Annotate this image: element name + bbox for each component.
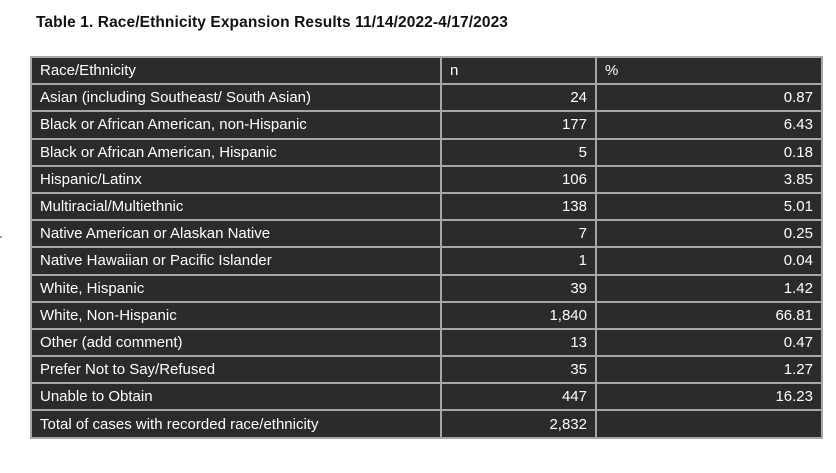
cell-race-ethnicity: Black or African American, Hispanic (30, 137, 442, 167)
cell-percent: 6.43 (595, 110, 823, 140)
cell-n: 2,832 (440, 409, 597, 439)
cell-race-ethnicity: Black or African American, non-Hispanic (30, 110, 442, 140)
cell-race-ethnicity: Total of cases with recorded race/ethnic… (30, 409, 442, 439)
cell-percent: 0.87 (595, 83, 823, 113)
cell-race-ethnicity: Multiracial/Multiethnic (30, 191, 442, 222)
table-row: White, Non-Hispanic 1,840 66.81 (30, 300, 823, 330)
table-row: Multiracial/Multiethnic 138 5.01 (30, 191, 823, 222)
cell-percent: 0.47 (595, 327, 823, 358)
cell-n: 106 (440, 164, 597, 194)
cell-percent: 0.18 (595, 137, 823, 167)
cell-race-ethnicity: Unable to Obtain (30, 382, 442, 412)
cell-n: 13 (440, 327, 597, 358)
race-ethnicity-table: Race/Ethnicity n % Asian (including Sout… (30, 55, 823, 439)
table-row: Asian (including Southeast/ South Asian)… (30, 83, 823, 113)
table-row: Black or African American, Hispanic 5 0.18 (30, 137, 823, 167)
cell-n: 5 (440, 137, 597, 167)
cell-race-ethnicity: Prefer Not to Say/Refused (30, 355, 442, 385)
cell-n: 447 (440, 382, 597, 412)
cell-percent: 3.85 (595, 164, 823, 194)
cell-percent: 1.42 (595, 273, 823, 303)
cell-n: 7 (440, 219, 597, 249)
table-row: Other (add comment) 13 0.47 (30, 327, 823, 358)
cell-n: 35 (440, 355, 597, 385)
cell-n: 177 (440, 110, 597, 140)
cell-race-ethnicity: White, Hispanic (30, 273, 442, 303)
cell-n: 24 (440, 83, 597, 113)
margin-mark (0, 236, 2, 238)
cell-n: 1 (440, 246, 597, 276)
table-row: Black or African American, non-Hispanic 1… (30, 110, 823, 140)
cell-percent: 5.01 (595, 191, 823, 222)
header-race-ethnicity: Race/Ethnicity (30, 55, 442, 86)
table-caption: Table 1. Race/Ethnicity Expansion Result… (36, 14, 509, 31)
cell-n: 39 (440, 273, 597, 303)
cell-percent: 66.81 (595, 300, 823, 330)
table-header-row: Race/Ethnicity n % (30, 55, 823, 86)
cell-race-ethnicity: Native Hawaiian or Pacific Islander (30, 246, 442, 276)
cell-race-ethnicity: White, Non-Hispanic (30, 300, 442, 330)
cell-percent: 16.23 (595, 382, 823, 412)
cell-race-ethnicity: Hispanic/Latinx (30, 164, 442, 194)
table-row: Unable to Obtain 447 16.23 (30, 382, 823, 412)
table-row: Hispanic/Latinx 106 3.85 (30, 164, 823, 194)
header-n: n (440, 55, 597, 86)
cell-race-ethnicity: Asian (including Southeast/ South Asian) (30, 83, 442, 113)
header-percent: % (595, 55, 823, 86)
table-row: Native Hawaiian or Pacific Islander 1 0.04 (30, 246, 823, 276)
cell-n: 1,840 (440, 300, 597, 330)
table-row: Native American or Alaskan Native 7 0.25 (30, 219, 823, 249)
cell-percent: 0.25 (595, 219, 823, 249)
table-row: White, Hispanic 39 1.42 (30, 273, 823, 303)
cell-race-ethnicity: Other (add comment) (30, 327, 442, 358)
cell-n: 138 (440, 191, 597, 222)
cell-percent: 1.27 (595, 355, 823, 385)
cell-race-ethnicity: Native American or Alaskan Native (30, 219, 442, 249)
cell-percent (595, 409, 823, 439)
cell-percent: 0.04 (595, 246, 823, 276)
table-row: Prefer Not to Say/Refused 35 1.27 (30, 355, 823, 385)
table-total-row: Total of cases with recorded race/ethnic… (30, 409, 823, 439)
